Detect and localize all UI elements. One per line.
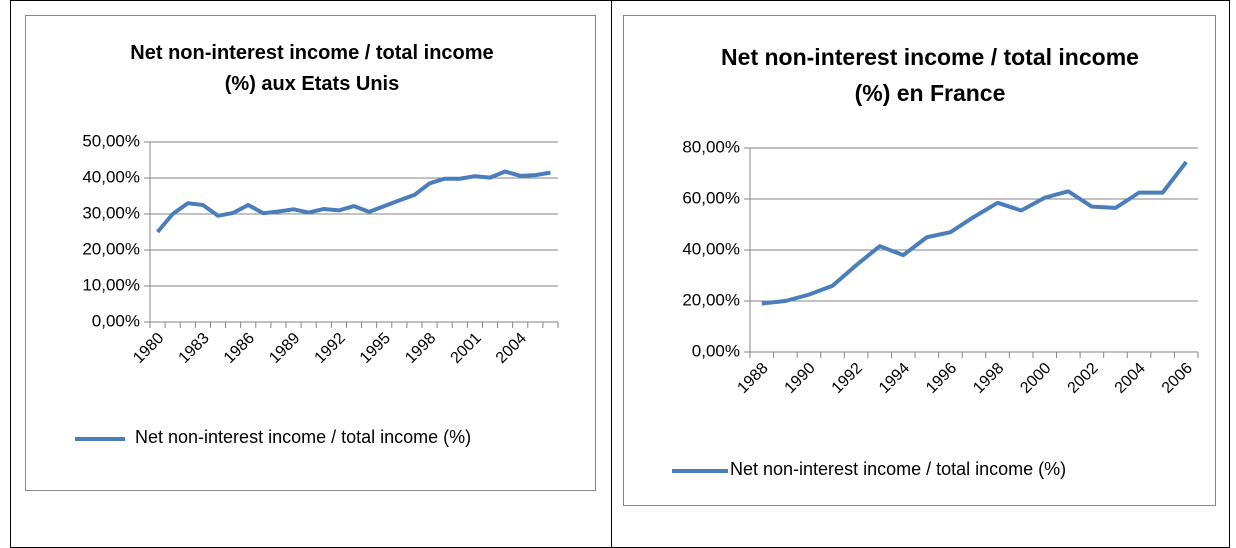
x-tick-label: 1986: [221, 330, 258, 367]
y-tick-label: 60,00%: [682, 188, 740, 207]
x-tick-label: 1980: [130, 330, 167, 367]
legend-swatch: [75, 437, 125, 441]
x-tick-label: 1983: [176, 330, 213, 367]
y-tick-label: 40,00%: [82, 167, 140, 186]
chart-title: Net non-interest income / total income (…: [130, 42, 494, 95]
y-tick-label: 40,00%: [682, 239, 740, 258]
chart-frame: [25, 15, 596, 491]
x-tick-label: 2004: [493, 330, 530, 367]
legend-label: Net non-interest income / total income (…: [730, 459, 1067, 479]
x-tick-label: 1998: [402, 330, 439, 367]
x-tick-label: 1992: [312, 330, 349, 367]
data-line: [761, 160, 1188, 306]
x-tick-label: 1989: [266, 330, 303, 367]
x-tick-label: 1994: [876, 360, 913, 397]
y-tick-label: 20,00%: [682, 290, 740, 309]
y-tick-label: 80,00%: [682, 137, 740, 156]
data-line: [156, 169, 551, 234]
x-tick-label: 1990: [782, 360, 819, 397]
legend: Net non-interest income / total income (…: [672, 455, 1212, 485]
chart-frame: [623, 15, 1216, 506]
legend-label: Net non-interest income / total income (…: [135, 427, 472, 447]
x-tick-label: 1998: [970, 360, 1007, 397]
x-tick-label: 1996: [923, 360, 960, 397]
x-tick-label: 1992: [829, 360, 866, 397]
x-tick-label: 2000: [1017, 360, 1054, 397]
x-tick-label: 2001: [448, 330, 485, 367]
chart-title: Net non-interest income / total income (…: [721, 44, 1139, 106]
y-tick-label: 30,00%: [82, 203, 140, 222]
y-tick-label: 10,00%: [82, 275, 140, 294]
x-tick-label: 1995: [357, 330, 394, 367]
legend-swatch: [672, 469, 728, 473]
x-tick-label: 2006: [1159, 360, 1196, 397]
y-tick-label: 0,00%: [92, 311, 140, 330]
y-tick-label: 20,00%: [82, 239, 140, 258]
y-tick-label: 0,00%: [692, 341, 740, 360]
x-tick-label: 2004: [1112, 360, 1149, 397]
x-tick-label: 2002: [1065, 360, 1102, 397]
y-tick-label: 50,00%: [82, 131, 140, 150]
x-tick-label: 1988: [734, 360, 771, 397]
legend: Net non-interest income / total income (…: [75, 423, 575, 453]
